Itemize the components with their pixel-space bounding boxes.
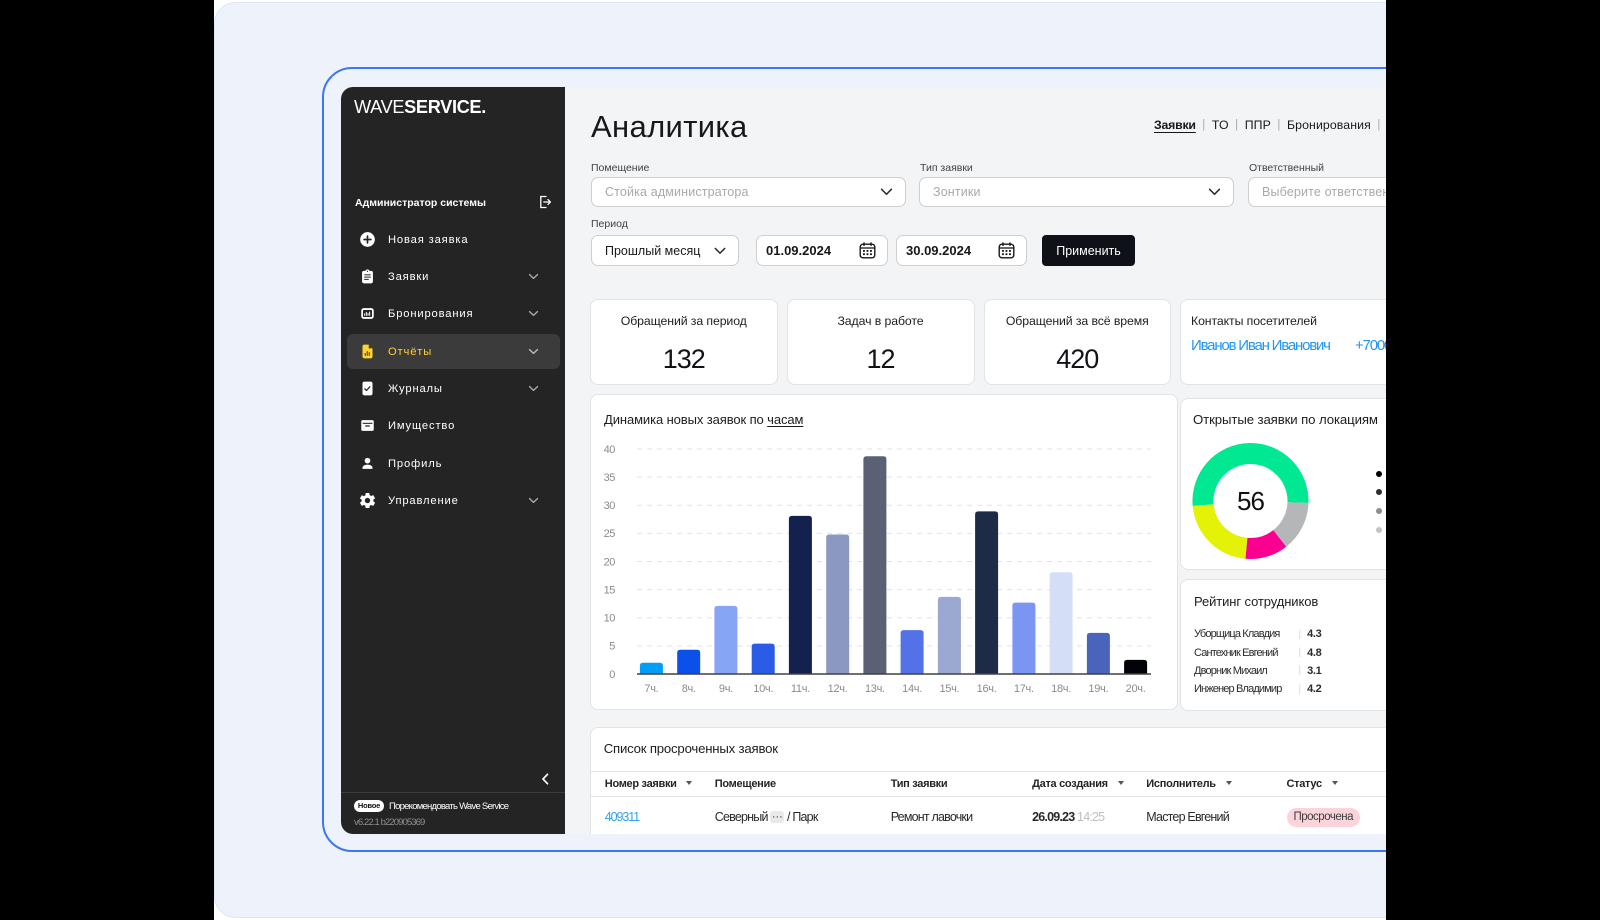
svg-text:10: 10 [604, 613, 616, 625]
svg-text:9ч.: 9ч. [719, 683, 733, 695]
svg-text:8ч.: 8ч. [682, 683, 696, 695]
svg-text:7ч.: 7ч. [644, 683, 658, 695]
svg-text:15ч.: 15ч. [939, 683, 959, 695]
svg-text:5: 5 [609, 641, 615, 653]
svg-text:13ч.: 13ч. [865, 683, 885, 695]
svg-text:20: 20 [604, 556, 616, 568]
svg-text:40: 40 [604, 444, 616, 456]
svg-text:0: 0 [609, 669, 615, 681]
svg-text:20ч.: 20ч. [1126, 683, 1146, 695]
svg-text:18ч.: 18ч. [1051, 683, 1071, 695]
svg-text:17ч.: 17ч. [1014, 683, 1034, 695]
svg-text:14ч.: 14ч. [902, 683, 922, 695]
svg-text:30: 30 [604, 500, 616, 512]
svg-text:16ч.: 16ч. [977, 683, 997, 695]
svg-text:11ч.: 11ч. [791, 683, 810, 695]
svg-text:10ч.: 10ч. [753, 683, 773, 695]
svg-text:19ч.: 19ч. [1088, 683, 1108, 695]
svg-text:12ч.: 12ч. [828, 683, 848, 695]
svg-text:35: 35 [604, 472, 616, 484]
svg-text:15: 15 [604, 584, 616, 596]
svg-text:25: 25 [604, 528, 616, 540]
